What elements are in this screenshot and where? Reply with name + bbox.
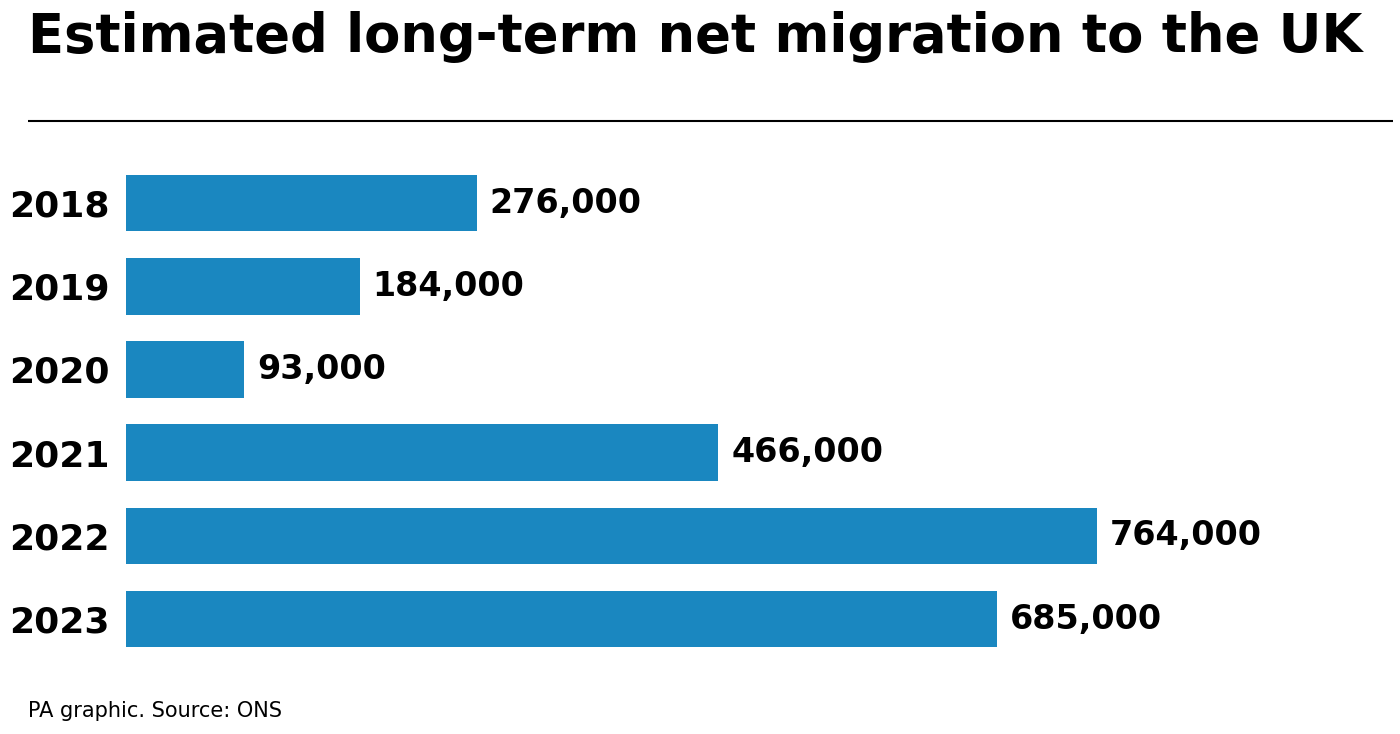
Text: 466,000: 466,000 [731,436,883,469]
Bar [126,424,718,481]
Bar [126,175,477,231]
Text: PA graphic. Source: ONS: PA graphic. Source: ONS [28,701,281,721]
Text: Estimated long-term net migration to the UK: Estimated long-term net migration to the… [28,11,1362,63]
Text: 764,000: 764,000 [1110,520,1261,552]
Text: 184,000: 184,000 [372,270,525,302]
Bar [126,258,360,315]
Text: 685,000: 685,000 [1009,603,1162,636]
Bar [126,591,997,647]
Text: 276,000: 276,000 [490,186,641,219]
Bar [126,341,244,398]
Text: 93,000: 93,000 [258,353,386,386]
Bar [126,507,1098,564]
